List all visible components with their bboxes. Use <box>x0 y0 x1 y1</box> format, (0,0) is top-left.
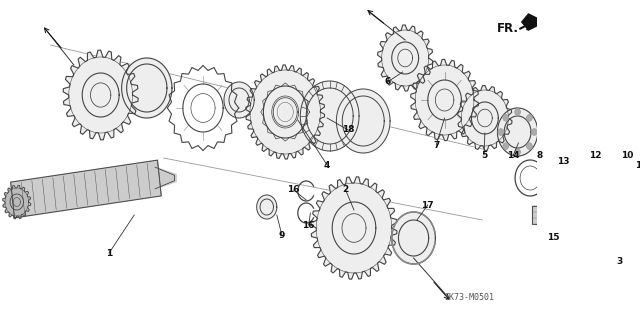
Circle shape <box>499 129 503 135</box>
Polygon shape <box>532 206 550 224</box>
Polygon shape <box>246 65 324 159</box>
Polygon shape <box>392 212 435 264</box>
Circle shape <box>527 115 532 121</box>
Text: 10: 10 <box>621 151 634 160</box>
Circle shape <box>503 143 508 149</box>
Polygon shape <box>411 59 479 141</box>
Text: 14: 14 <box>507 151 520 160</box>
Polygon shape <box>224 82 254 118</box>
Text: 17: 17 <box>422 201 434 210</box>
Text: 2: 2 <box>342 186 349 195</box>
Circle shape <box>527 143 532 149</box>
Polygon shape <box>337 89 390 153</box>
Text: 11: 11 <box>636 160 640 169</box>
Circle shape <box>503 115 508 121</box>
Text: 16: 16 <box>303 220 315 229</box>
Polygon shape <box>3 185 31 219</box>
Text: 6: 6 <box>385 78 390 86</box>
Polygon shape <box>522 14 538 30</box>
Text: 4: 4 <box>324 160 330 169</box>
Text: 9: 9 <box>278 231 285 240</box>
Polygon shape <box>612 139 632 165</box>
Circle shape <box>515 149 520 155</box>
Text: 18: 18 <box>342 125 355 135</box>
Text: SK73-M0501: SK73-M0501 <box>445 293 495 302</box>
Polygon shape <box>311 177 397 279</box>
Text: 16: 16 <box>287 186 300 195</box>
Text: 1: 1 <box>106 249 112 257</box>
Polygon shape <box>122 58 172 118</box>
Polygon shape <box>300 81 359 151</box>
Polygon shape <box>378 25 433 91</box>
Text: 12: 12 <box>589 151 602 160</box>
Polygon shape <box>257 195 277 219</box>
Circle shape <box>532 129 537 135</box>
Polygon shape <box>556 180 636 276</box>
Polygon shape <box>600 132 618 152</box>
Text: 8: 8 <box>536 151 543 160</box>
Text: 3: 3 <box>616 257 622 266</box>
Text: 5: 5 <box>481 151 487 160</box>
Polygon shape <box>458 85 512 151</box>
Bar <box>532 206 550 224</box>
Polygon shape <box>63 50 138 140</box>
Text: FR.: FR. <box>497 21 518 34</box>
Circle shape <box>515 109 520 115</box>
Polygon shape <box>155 167 176 189</box>
Text: 15: 15 <box>547 234 560 242</box>
Polygon shape <box>11 160 161 218</box>
Text: 13: 13 <box>557 158 570 167</box>
Text: 7: 7 <box>433 140 440 150</box>
Polygon shape <box>497 108 538 156</box>
